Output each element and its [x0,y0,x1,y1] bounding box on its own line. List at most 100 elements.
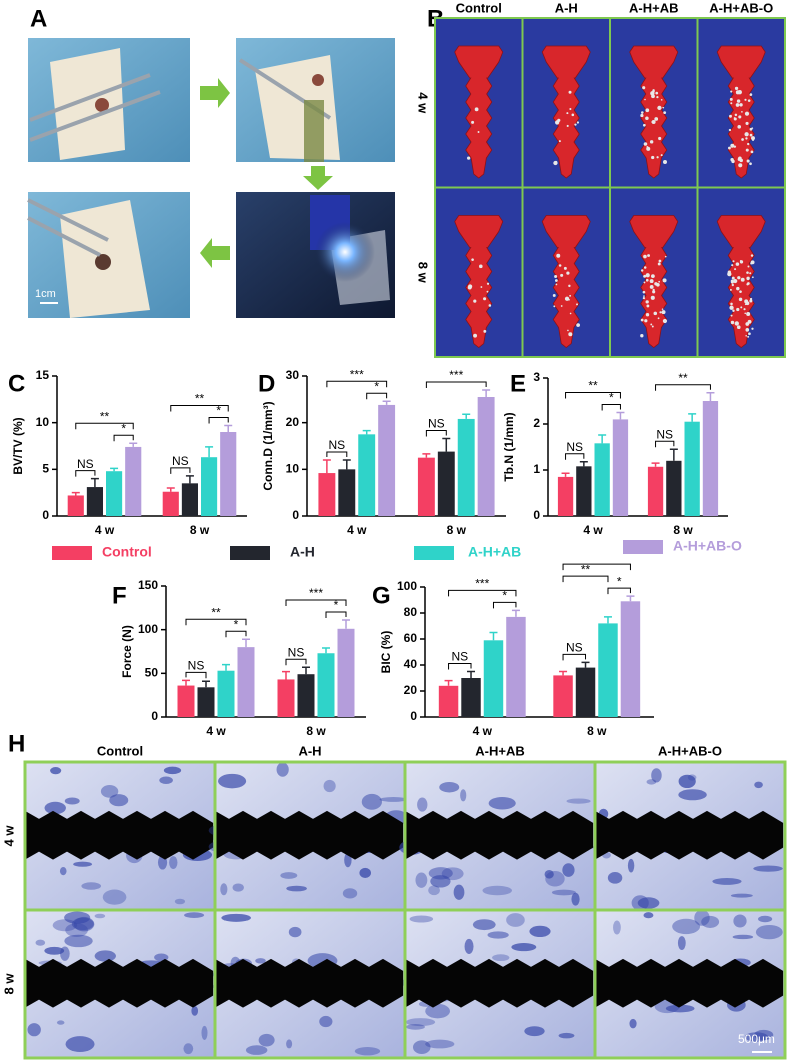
tissue [81,882,102,890]
tissue [506,913,525,927]
bone [643,142,648,146]
bone [574,123,577,126]
significance-label: ** [195,392,205,406]
bar [181,483,198,516]
bone [557,118,561,122]
tissue [406,1023,425,1030]
error-bar [598,434,607,444]
significance-label: NS [566,440,583,454]
error-bar [362,429,371,435]
glow [315,222,375,282]
arrow [303,166,333,190]
bone [558,140,561,143]
bone [645,116,649,121]
tissue [159,776,173,784]
implant-channel [595,810,784,860]
bone [745,328,750,332]
error-bar [511,609,520,617]
tissue [73,861,93,867]
tissue [627,858,635,873]
error-bar [462,413,471,419]
bone [731,276,735,280]
significance-bracket [448,589,517,597]
screw [454,45,504,179]
bone [741,138,744,141]
column-header: A-H [555,0,578,15]
bone [728,146,731,150]
y-tick-label: 1 [533,462,540,476]
tissue [342,888,358,899]
legend-swatch [230,546,270,560]
bone [486,282,490,285]
panel-label: A [30,5,47,32]
significance-bracket [170,467,191,474]
implant-channel [405,810,594,860]
bone [740,277,745,282]
legend-swatch [52,546,92,560]
bone [730,279,734,283]
bar [575,667,596,717]
bone [737,157,741,161]
significance-label: *** [475,577,489,591]
bar [197,687,215,717]
bone [657,317,660,320]
site [95,98,109,112]
tissue [544,869,554,879]
legend-label: A-H [290,544,315,560]
bone [662,318,668,324]
bone [645,300,649,304]
bone [739,103,743,107]
tissue [672,918,701,935]
bone [663,111,667,115]
significance-label: *** [449,368,463,382]
bar [201,457,218,516]
bone [747,319,752,324]
tissue [64,911,91,924]
bar [438,685,459,717]
significance-label: * [617,574,622,588]
bone [734,321,739,326]
bone [656,156,659,159]
significance-bracket [225,630,247,638]
bone [640,113,644,118]
bone [483,297,487,301]
arrow [200,238,230,268]
bone [750,254,754,257]
tissue [258,1033,275,1047]
y-tick-label: 30 [286,368,300,382]
tissue [558,1032,575,1039]
tissue [379,797,408,802]
tissue [460,789,467,802]
bone [657,262,661,266]
bone [730,314,733,317]
significance-bracket [326,380,388,388]
bone [736,307,740,312]
tissue [551,889,576,896]
error-bar [581,661,590,668]
error-bar [688,413,697,422]
x-tick-label: 8 w [447,523,467,537]
bar [437,451,455,516]
y-tick-label: 80 [404,605,418,619]
significance-bracket [562,653,587,661]
bone [467,156,471,160]
bone [642,290,646,294]
significance-bracket [325,611,347,619]
tissue [405,1018,436,1027]
significance-label: NS [77,457,94,471]
significance-label: ** [581,562,591,576]
bone [748,332,751,336]
bone [640,334,644,338]
tissue [755,924,783,940]
y-tick-label: 50 [145,666,159,680]
bar [506,616,526,717]
tissue [359,867,371,878]
bone [645,313,650,317]
legend: Control A-H A-H+AB A-H+AB-O [52,538,742,560]
bone [644,98,646,101]
bone [651,94,655,99]
y-tick-label: 100 [138,622,158,636]
bar [483,640,504,717]
column-header: A-H+AB-O [709,0,773,15]
